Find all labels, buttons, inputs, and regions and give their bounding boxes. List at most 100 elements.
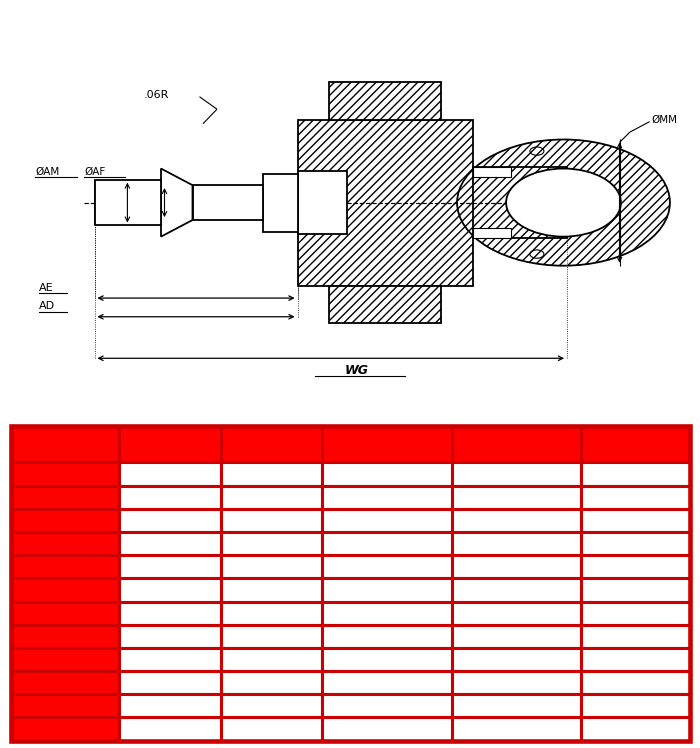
Bar xyxy=(10,648,119,671)
Bar xyxy=(119,671,220,694)
Text: 3.875: 3.875 xyxy=(366,699,407,712)
Bar xyxy=(10,555,119,578)
Text: AF
(Diameter): AF (Diameter) xyxy=(346,430,428,459)
Bar xyxy=(220,532,322,555)
Bar xyxy=(10,625,119,648)
Bar xyxy=(220,578,322,601)
Text: 4.500: 4.500 xyxy=(43,676,85,689)
Bar xyxy=(329,286,441,323)
Bar xyxy=(452,509,581,532)
Bar xyxy=(452,485,581,509)
Text: 1.750: 1.750 xyxy=(44,537,85,550)
Text: 6.500: 6.500 xyxy=(615,676,657,689)
Bar xyxy=(94,180,161,225)
Bar xyxy=(119,485,220,509)
Bar xyxy=(322,648,452,671)
Bar xyxy=(10,601,119,625)
Text: 1.500: 1.500 xyxy=(251,676,292,689)
Bar xyxy=(298,120,472,286)
Text: .375: .375 xyxy=(255,514,288,527)
Text: 2.250: 2.250 xyxy=(366,607,407,619)
Bar xyxy=(119,694,220,717)
Text: ØAM: ØAM xyxy=(35,167,60,177)
Bar xyxy=(452,555,581,578)
Bar xyxy=(581,578,690,601)
Bar xyxy=(322,671,452,694)
Text: 1.700: 1.700 xyxy=(496,537,537,550)
Bar xyxy=(119,462,220,485)
Text: 1.325: 1.325 xyxy=(496,514,537,527)
Text: ØMM: ØMM xyxy=(651,114,677,125)
Bar xyxy=(452,578,581,601)
Text: 4.875: 4.875 xyxy=(615,607,656,619)
Bar xyxy=(119,578,220,601)
Bar xyxy=(452,648,581,671)
Text: .688: .688 xyxy=(370,491,403,503)
Text: 2.500: 2.500 xyxy=(366,630,407,643)
Bar xyxy=(452,625,581,648)
Text: 1.000: 1.000 xyxy=(251,630,293,643)
Text: 2.500: 2.500 xyxy=(44,583,85,596)
Bar xyxy=(452,601,581,625)
Text: 3.750: 3.750 xyxy=(615,560,656,573)
Text: 4.450: 4.450 xyxy=(496,676,538,689)
Text: 4.000: 4.000 xyxy=(43,653,86,666)
Bar xyxy=(452,462,581,485)
Text: .500: .500 xyxy=(255,537,288,550)
Text: 4.500: 4.500 xyxy=(615,583,657,596)
Text: .950: .950 xyxy=(500,491,533,503)
Bar xyxy=(220,648,322,671)
Text: .938: .938 xyxy=(153,491,186,503)
Text: 1.750: 1.750 xyxy=(366,583,407,596)
Bar xyxy=(452,694,581,717)
Text: 3.938: 3.938 xyxy=(148,723,190,735)
Bar xyxy=(220,555,322,578)
Bar xyxy=(473,168,511,177)
Bar xyxy=(10,532,119,555)
Text: 1.312: 1.312 xyxy=(149,537,190,550)
Bar xyxy=(119,555,220,578)
Bar xyxy=(220,485,322,509)
Text: 3.500: 3.500 xyxy=(365,676,407,689)
Bar xyxy=(10,485,119,509)
Bar xyxy=(220,601,322,625)
Text: 2.375: 2.375 xyxy=(615,491,656,503)
Text: AE: AE xyxy=(38,283,53,292)
Bar xyxy=(581,555,690,578)
Bar xyxy=(262,174,298,232)
Bar xyxy=(581,532,690,555)
Bar xyxy=(581,671,690,694)
Text: 1.688: 1.688 xyxy=(148,560,190,573)
Bar xyxy=(581,694,690,717)
Text: .875: .875 xyxy=(255,607,288,619)
Bar xyxy=(452,717,581,741)
Text: 2.688: 2.688 xyxy=(148,653,190,666)
Text: 1.750: 1.750 xyxy=(615,468,656,480)
Polygon shape xyxy=(161,168,192,236)
Text: 1.938: 1.938 xyxy=(149,583,190,596)
Text: .625: .625 xyxy=(255,560,288,573)
Bar xyxy=(473,168,567,238)
Bar xyxy=(322,426,452,462)
Text: .625: .625 xyxy=(48,468,81,480)
Text: AD: AD xyxy=(159,438,181,451)
Bar xyxy=(322,625,452,648)
Bar xyxy=(10,509,119,532)
Bar xyxy=(581,717,690,741)
Text: .375: .375 xyxy=(255,491,288,503)
Bar xyxy=(119,625,220,648)
Text: 3.450: 3.450 xyxy=(496,630,538,643)
Bar xyxy=(220,509,322,532)
Text: .250: .250 xyxy=(255,468,288,480)
Bar xyxy=(119,601,220,625)
Bar xyxy=(581,648,690,671)
Text: 3.000: 3.000 xyxy=(365,653,408,666)
Text: ØAF: ØAF xyxy=(84,167,105,177)
Bar xyxy=(322,555,452,578)
Text: .625: .625 xyxy=(153,468,186,480)
Text: 2.950: 2.950 xyxy=(496,607,537,619)
Bar xyxy=(581,485,690,509)
Text: 1.375: 1.375 xyxy=(44,514,85,527)
Bar xyxy=(220,717,322,741)
Bar xyxy=(322,694,452,717)
